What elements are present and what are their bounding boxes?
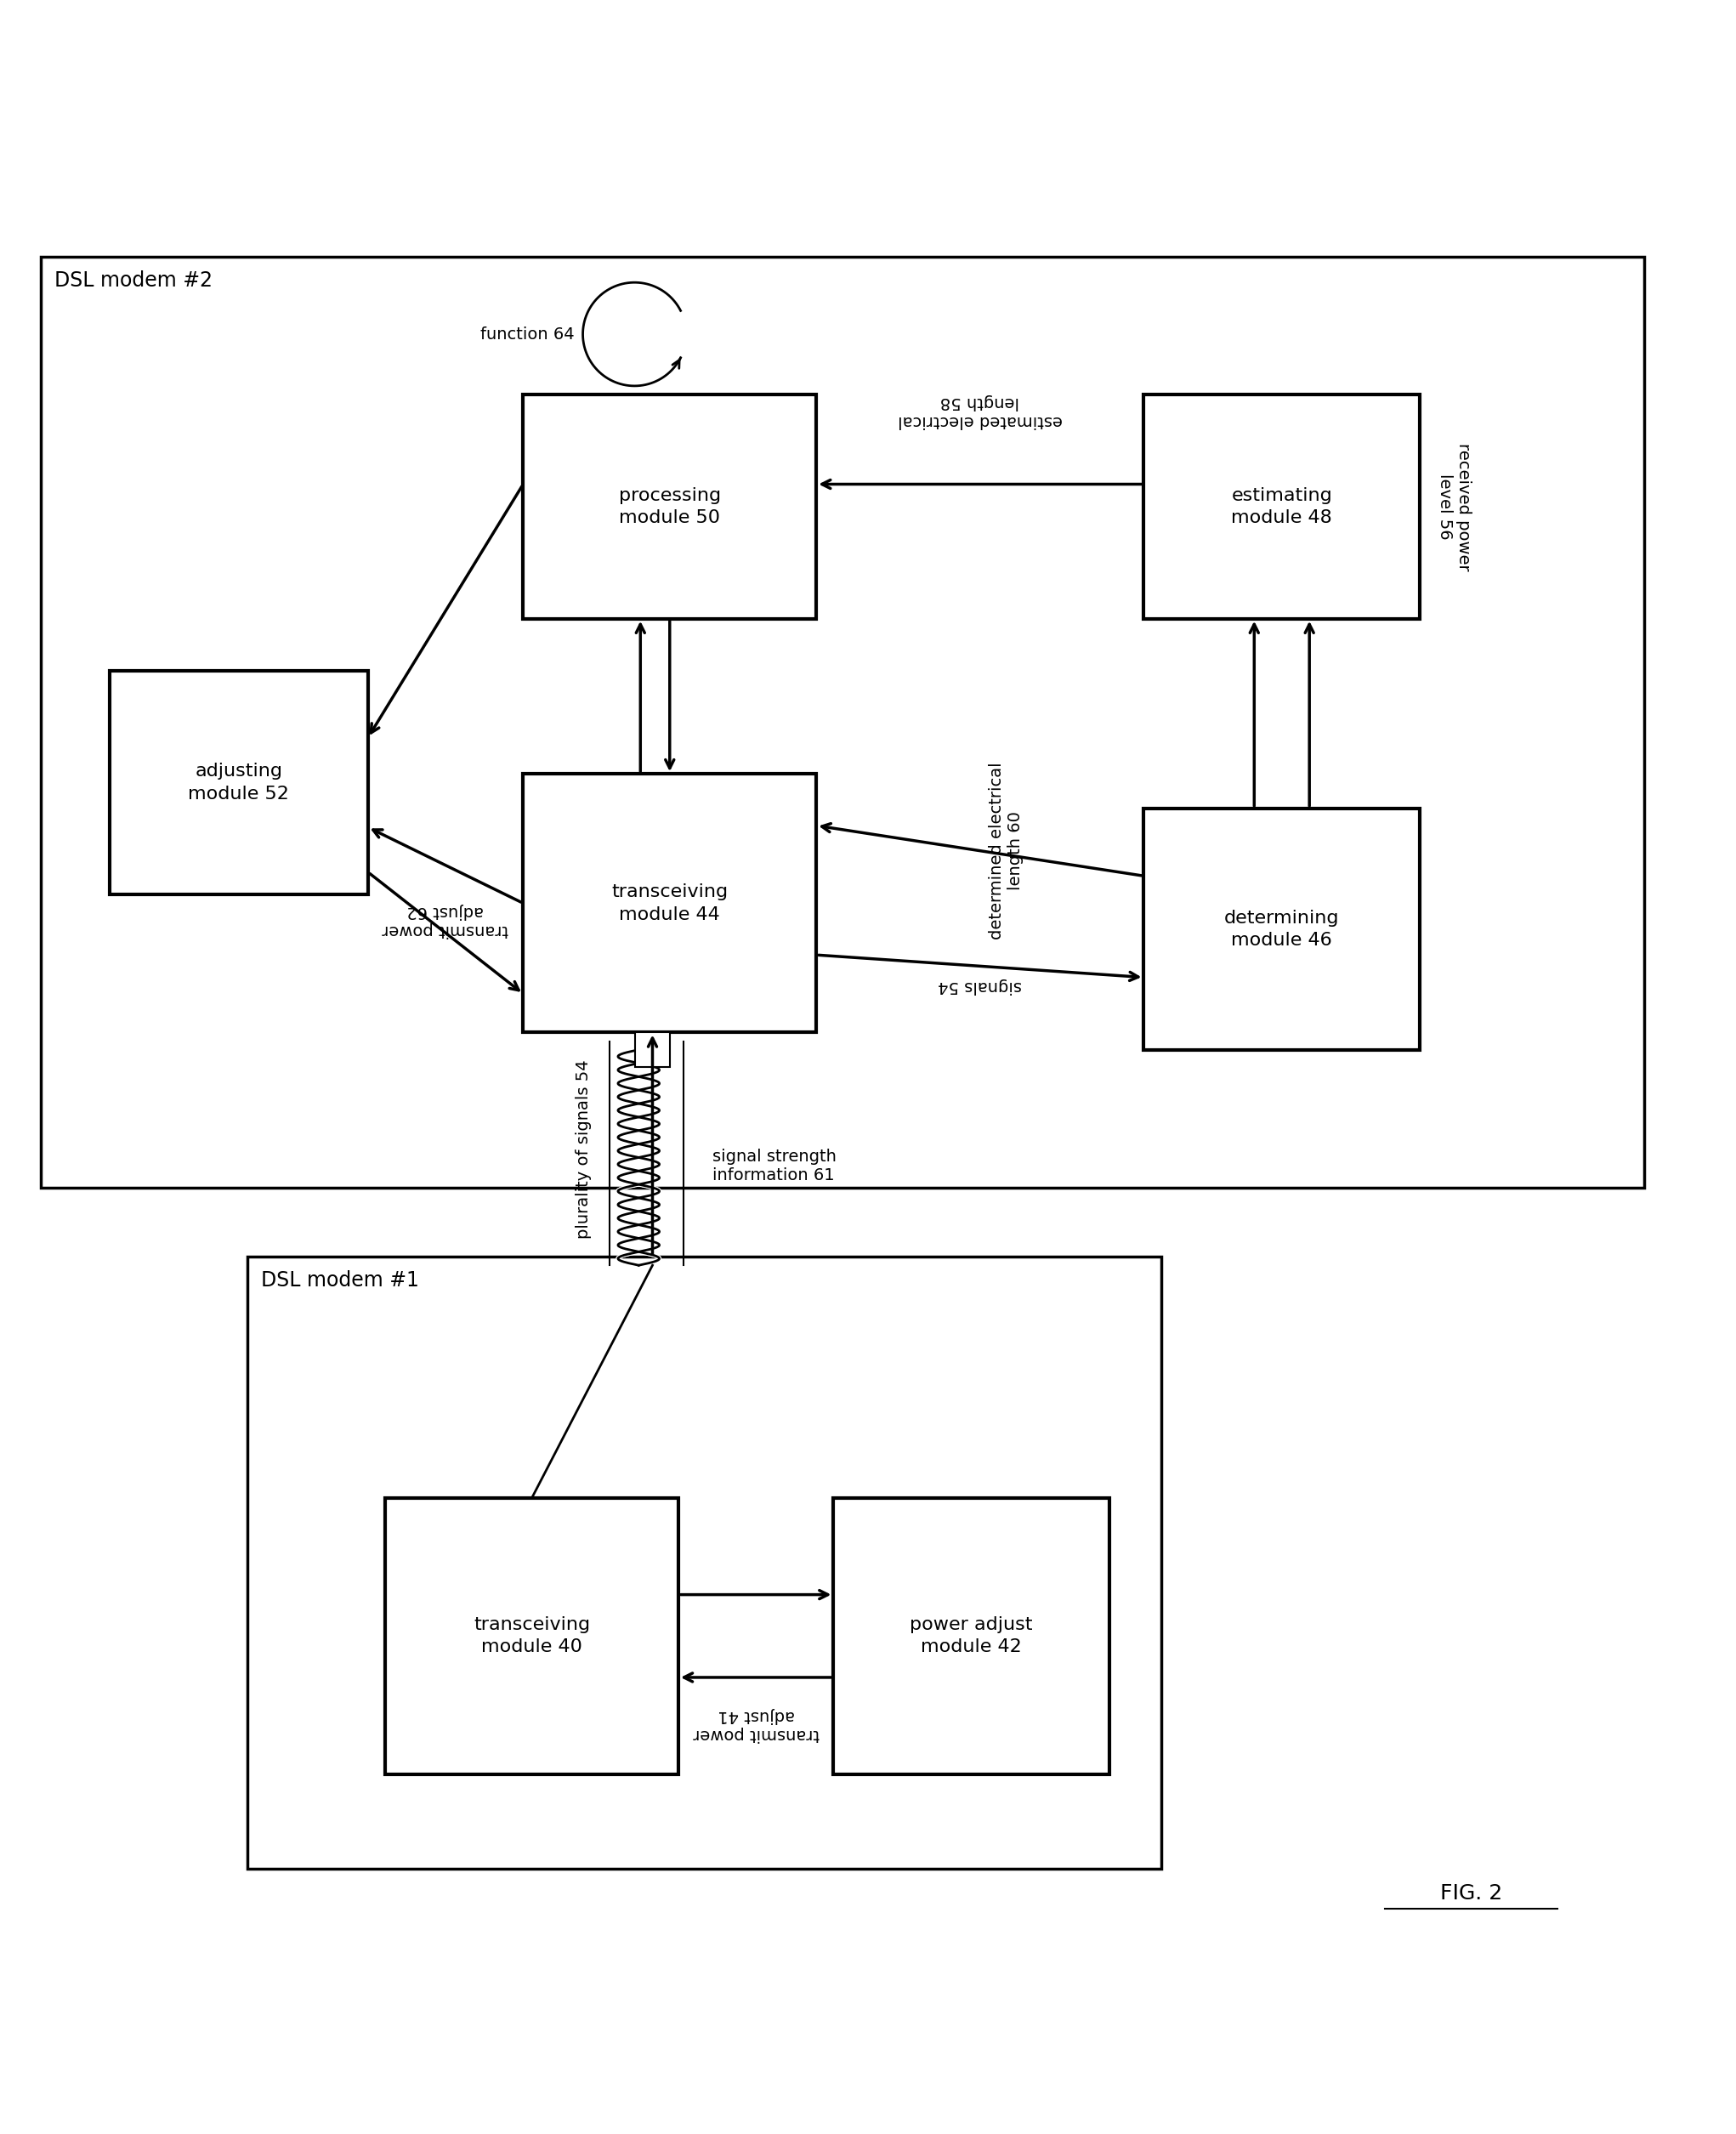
Text: power adjust
module 42: power adjust module 42 (910, 1615, 1033, 1656)
Text: transmit power
adjust 62: transmit power adjust 62 (382, 903, 509, 939)
Text: DSL modem #1: DSL modem #1 (260, 1270, 418, 1291)
Text: plurality of signals 54: plurality of signals 54 (575, 1058, 592, 1238)
Bar (40, 256, 1644, 1189)
Bar (1144, 809, 1420, 1050)
Text: estimating
module 48: estimating module 48 (1231, 487, 1332, 527)
Bar (385, 1498, 679, 1773)
Bar (635, 1033, 670, 1067)
Bar (247, 1257, 1161, 1869)
Text: transceiving
module 40: transceiving module 40 (474, 1615, 590, 1656)
Text: transmit power
adjust 41: transmit power adjust 41 (693, 1707, 819, 1741)
Text: adjusting
module 52: adjusting module 52 (187, 762, 290, 802)
Text: function 64: function 64 (481, 327, 575, 341)
Text: FIG. 2: FIG. 2 (1441, 1882, 1503, 1904)
Text: estimated electrical
length 58: estimated electrical length 58 (898, 393, 1062, 429)
Text: DSL modem #2: DSL modem #2 (54, 271, 212, 290)
Text: signal strength
information 61: signal strength information 61 (713, 1148, 837, 1184)
Bar (523, 775, 816, 1033)
Bar (1144, 395, 1420, 619)
Bar (833, 1498, 1109, 1773)
Text: processing
module 50: processing module 50 (618, 487, 720, 527)
Bar (109, 670, 368, 894)
Text: signals 54: signals 54 (937, 977, 1023, 994)
Text: determining
module 46: determining module 46 (1224, 909, 1340, 950)
Bar (523, 395, 816, 619)
Text: received power
level 56: received power level 56 (1437, 442, 1472, 570)
Text: transceiving
module 44: transceiving module 44 (611, 883, 727, 922)
Text: determined electrical
length 60: determined electrical length 60 (990, 762, 1024, 939)
